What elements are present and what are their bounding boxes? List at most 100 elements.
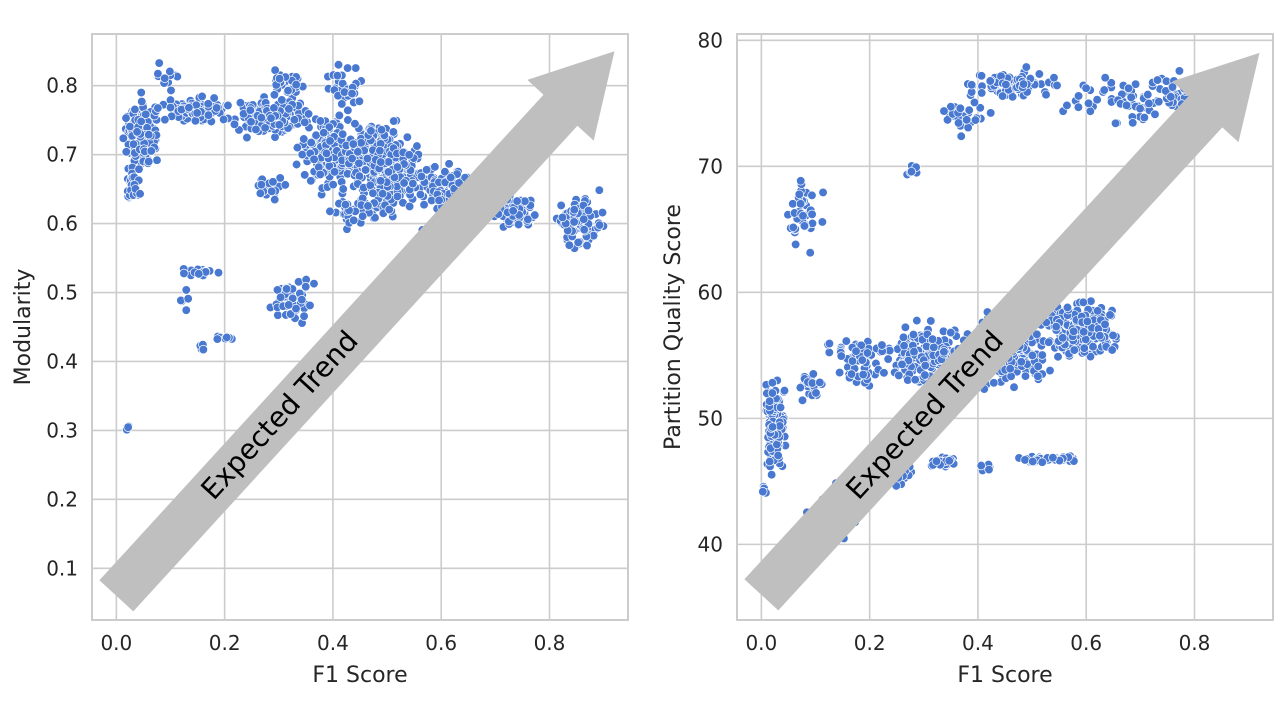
data-point [906,166,917,177]
data-point [1100,319,1110,329]
data-point [289,115,300,125]
data-point [153,103,163,113]
data-point [292,142,303,153]
data-point [375,146,385,156]
data-point [179,268,189,279]
data-point [273,310,283,320]
data-point [430,162,440,172]
data-point [976,71,987,81]
data-point [927,334,938,344]
data-point [404,150,414,160]
data-point [564,240,575,250]
data-point [192,108,202,118]
data-point [222,332,232,343]
data-point [1105,310,1115,320]
data-point [909,347,919,357]
data-point [223,100,233,111]
data-point [277,95,287,105]
data-point [976,460,986,471]
data-point [348,139,358,149]
data-point [920,360,930,371]
data-point [324,122,334,132]
data-point [135,189,145,199]
data-point [851,346,861,356]
data-point [165,102,176,113]
data-point [836,351,846,361]
data-point [798,211,808,221]
data-point [1073,91,1084,101]
data-point [807,190,817,201]
x-tick-label: 0.0 [100,631,132,655]
data-point [912,315,922,326]
data-point [255,188,266,199]
data-point [444,159,454,169]
data-point [284,300,294,310]
data-point [194,269,204,279]
data-point [953,118,964,128]
data-point [898,332,909,342]
data-point [899,341,909,351]
data-point [306,137,316,148]
data-point [152,155,162,165]
data-point [985,76,995,86]
y-tick-label: 0.3 [46,418,78,442]
x-tick-label: 0.0 [745,631,777,655]
data-point [963,122,973,133]
data-point [1001,79,1011,90]
data-point [212,103,222,113]
data-point [338,184,348,194]
data-point [270,194,280,205]
data-point [412,141,422,151]
data-point [184,102,194,113]
data-point [799,221,810,231]
data-point [582,240,592,251]
data-point [1092,306,1103,316]
data-point [1174,66,1185,76]
data-point [181,305,191,315]
data-point [197,91,207,102]
y-tick-label: 0.7 [46,143,78,167]
data-point [1062,100,1072,111]
data-point [767,422,778,432]
data-point [319,128,329,138]
data-point [389,116,399,126]
data-point [299,134,309,144]
data-point [846,369,857,379]
data-point [908,329,919,340]
data-point [300,117,310,127]
data-point [1053,352,1063,362]
data-point [123,422,133,432]
data-point [815,377,825,388]
data-point [1016,357,1026,367]
data-point [399,178,409,188]
data-point [181,285,191,295]
data-point [962,115,972,125]
data-point [351,63,361,73]
data-point [795,382,805,393]
data-point [347,153,357,164]
data-point [260,123,270,133]
data-point [1088,342,1098,352]
data-point [269,90,280,100]
data-point [1020,371,1031,381]
data-point [858,369,868,380]
data-point [944,456,954,466]
data-point [368,188,378,198]
data-point [1048,453,1058,463]
y-tick-label: 0.8 [46,74,78,98]
data-point [251,124,261,135]
data-point [160,73,170,83]
data-point [790,239,801,250]
data-point [1123,83,1134,93]
y-tick-label: 0.6 [46,212,78,236]
data-point [229,119,240,129]
data-point [281,284,292,294]
data-point [212,334,223,344]
data-point [1082,316,1092,327]
data-point [520,196,530,206]
data-point [1028,456,1038,467]
data-point [1081,334,1091,345]
data-point [309,278,319,289]
data-point [1073,102,1084,112]
data-point [283,85,293,96]
